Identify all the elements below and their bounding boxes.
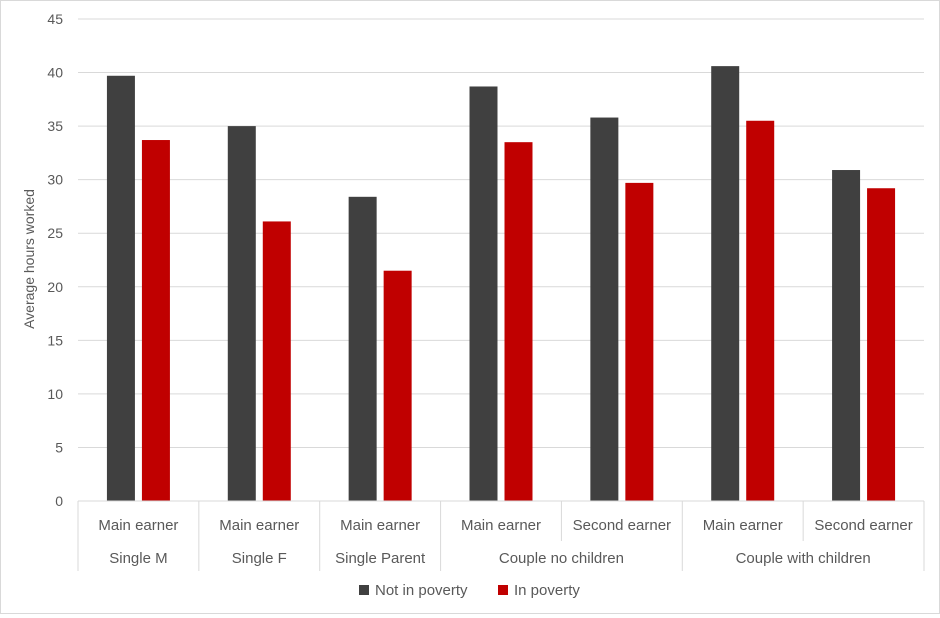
bars (106, 66, 896, 502)
y-tick-label: 5 (55, 439, 63, 455)
bar-in-poverty (383, 270, 412, 501)
y-axis-ticks: 0 5 10 15 20 25 30 35 40 45 (47, 11, 63, 509)
x-category-label: Main earner (340, 517, 420, 534)
x-category-label: Main earner (703, 517, 783, 534)
bar-not-in-poverty (590, 117, 619, 501)
x-category-label: Main earner (98, 517, 178, 534)
bar-in-poverty (867, 188, 896, 502)
y-tick-label: 30 (47, 172, 63, 188)
bar-not-in-poverty (832, 170, 861, 501)
gridlines (78, 18, 924, 502)
x-group-label: Single M (109, 550, 167, 567)
legend-swatch-in-poverty (498, 585, 508, 595)
bar-not-in-poverty (711, 66, 740, 501)
y-tick-label: 10 (47, 386, 63, 402)
x-group-label: Single F (232, 550, 287, 567)
bar-not-in-poverty (469, 86, 498, 501)
y-tick-label: 45 (47, 11, 63, 27)
y-tick-label: 35 (47, 118, 63, 134)
x-group-label: Couple with children (736, 550, 871, 567)
y-axis-title: Average hours worked (21, 189, 37, 329)
legend-label: In poverty (514, 582, 580, 599)
bar-in-poverty (625, 182, 654, 501)
y-tick-label: 20 (47, 279, 63, 295)
x-category-label: Second earner (573, 517, 671, 534)
y-tick-label: 25 (47, 225, 63, 241)
x-category-label: Main earner (461, 517, 541, 534)
bar-in-poverty (504, 142, 533, 501)
x-group-label: Couple no children (499, 550, 624, 567)
bar-in-poverty (262, 221, 291, 501)
y-tick-label: 0 (55, 493, 63, 509)
legend-swatch-not-in-poverty (359, 585, 369, 595)
y-tick-label: 40 (47, 65, 63, 81)
x-group-label: Single Parent (335, 550, 426, 567)
x-category-label: Main earner (219, 517, 299, 534)
bar-in-poverty (746, 120, 775, 501)
x-category-label: Second earner (814, 517, 912, 534)
legend: Not in poverty In poverty (359, 582, 580, 599)
bar-not-in-poverty (106, 75, 135, 501)
x-axis: Main earner Main earner Main earner Main ea… (77, 500, 925, 571)
bar-not-in-poverty (227, 126, 256, 501)
bar-not-in-poverty (348, 196, 377, 501)
legend-label: Not in poverty (375, 582, 468, 599)
y-tick-label: 15 (47, 332, 63, 348)
bar-in-poverty (141, 140, 170, 501)
